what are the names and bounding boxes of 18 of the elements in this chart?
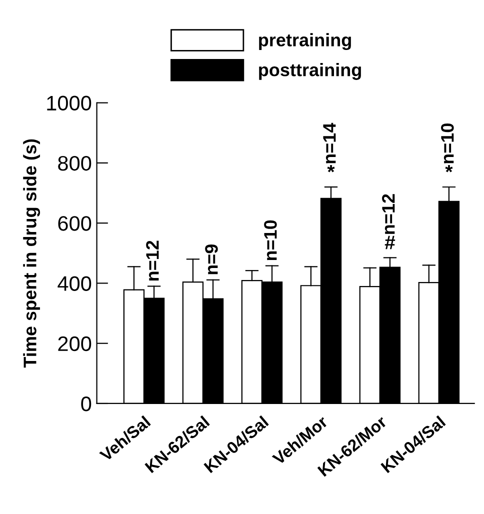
annotation: n=10	[264, 220, 277, 260]
annotation: n=10	[441, 124, 454, 164]
annotation: n=12	[146, 240, 159, 281]
y-tick-label: 200	[58, 336, 92, 352]
y-tick-label: 400	[58, 276, 92, 291]
y-tick-label: 800	[58, 156, 92, 171]
annotation: n=9	[205, 244, 218, 274]
legend-label: pretraining	[259, 33, 351, 50]
annotation: *	[445, 165, 453, 172]
annotation: #	[384, 236, 396, 250]
annotation: n=12	[382, 194, 395, 234]
annotation: *	[327, 165, 335, 172]
y-tick-label: 0	[81, 396, 92, 412]
y-tick-label: 600	[58, 216, 92, 231]
y-axis-title: Time spent in drug side (s)	[23, 139, 40, 368]
y-tick-label: 1000	[47, 96, 92, 111]
legend-label: posttraining	[259, 63, 361, 80]
annotation: n=14	[323, 122, 336, 164]
